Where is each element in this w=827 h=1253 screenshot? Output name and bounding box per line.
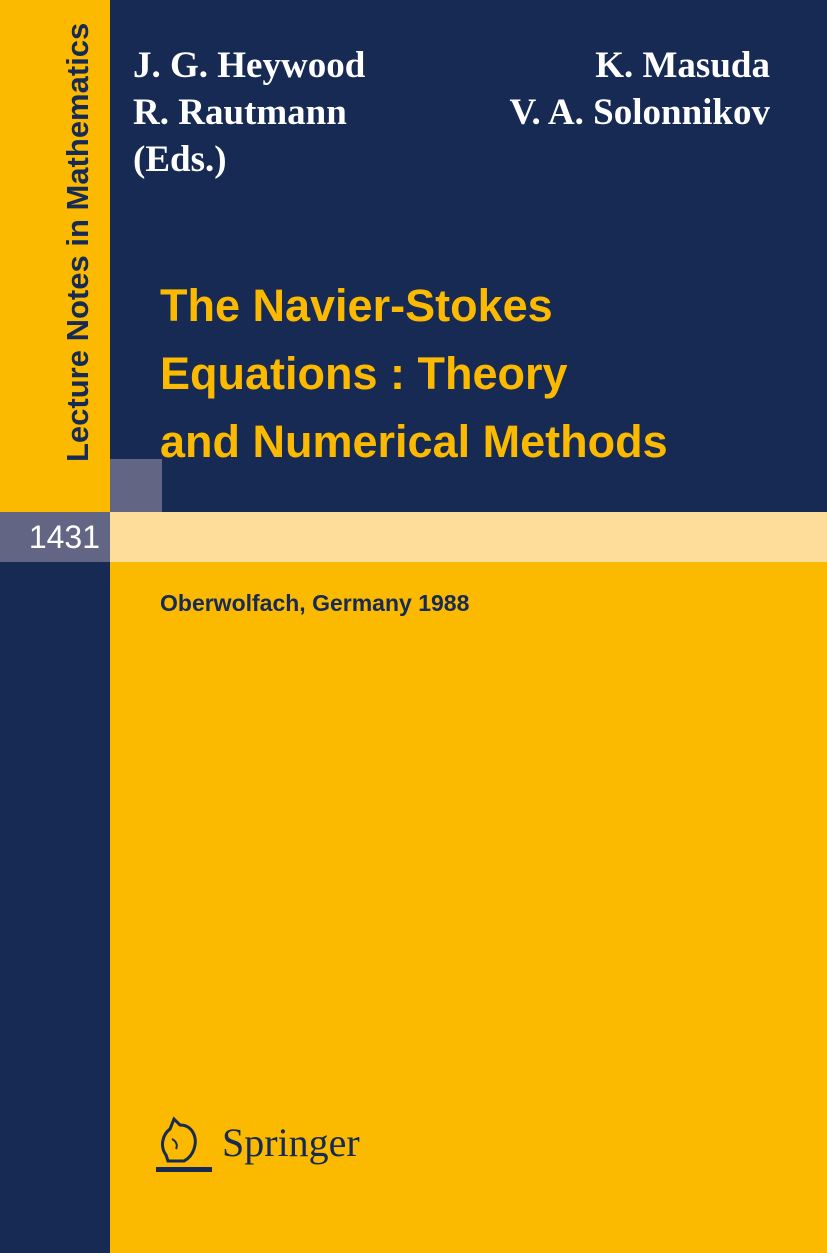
subtitle: Oberwolfach, Germany 1988 bbox=[160, 590, 470, 616]
publisher-name: Springer bbox=[222, 1120, 360, 1165]
series-name: Lecture Notes in Mathematics bbox=[60, 22, 95, 462]
editor: V. A. Solonnikov bbox=[509, 92, 771, 133]
editor: J. G. Heywood bbox=[133, 45, 366, 86]
top-panel bbox=[110, 0, 827, 512]
spine-bottom bbox=[0, 562, 110, 1253]
editor: K. Masuda bbox=[595, 45, 770, 86]
springer-horse-icon bbox=[156, 1116, 212, 1172]
light-band bbox=[110, 512, 827, 562]
volume-number: 1431 bbox=[28, 519, 100, 555]
editors-label: (Eds.) bbox=[133, 139, 227, 180]
editor: R. Rautmann bbox=[133, 92, 347, 133]
title-line: The Navier-Stokes bbox=[160, 280, 553, 331]
spine-number-band bbox=[0, 512, 110, 562]
decor-square bbox=[110, 459, 162, 512]
title-line: Equations : Theory bbox=[160, 348, 568, 399]
spine-top bbox=[0, 0, 110, 512]
title-line: and Numerical Methods bbox=[160, 416, 668, 467]
